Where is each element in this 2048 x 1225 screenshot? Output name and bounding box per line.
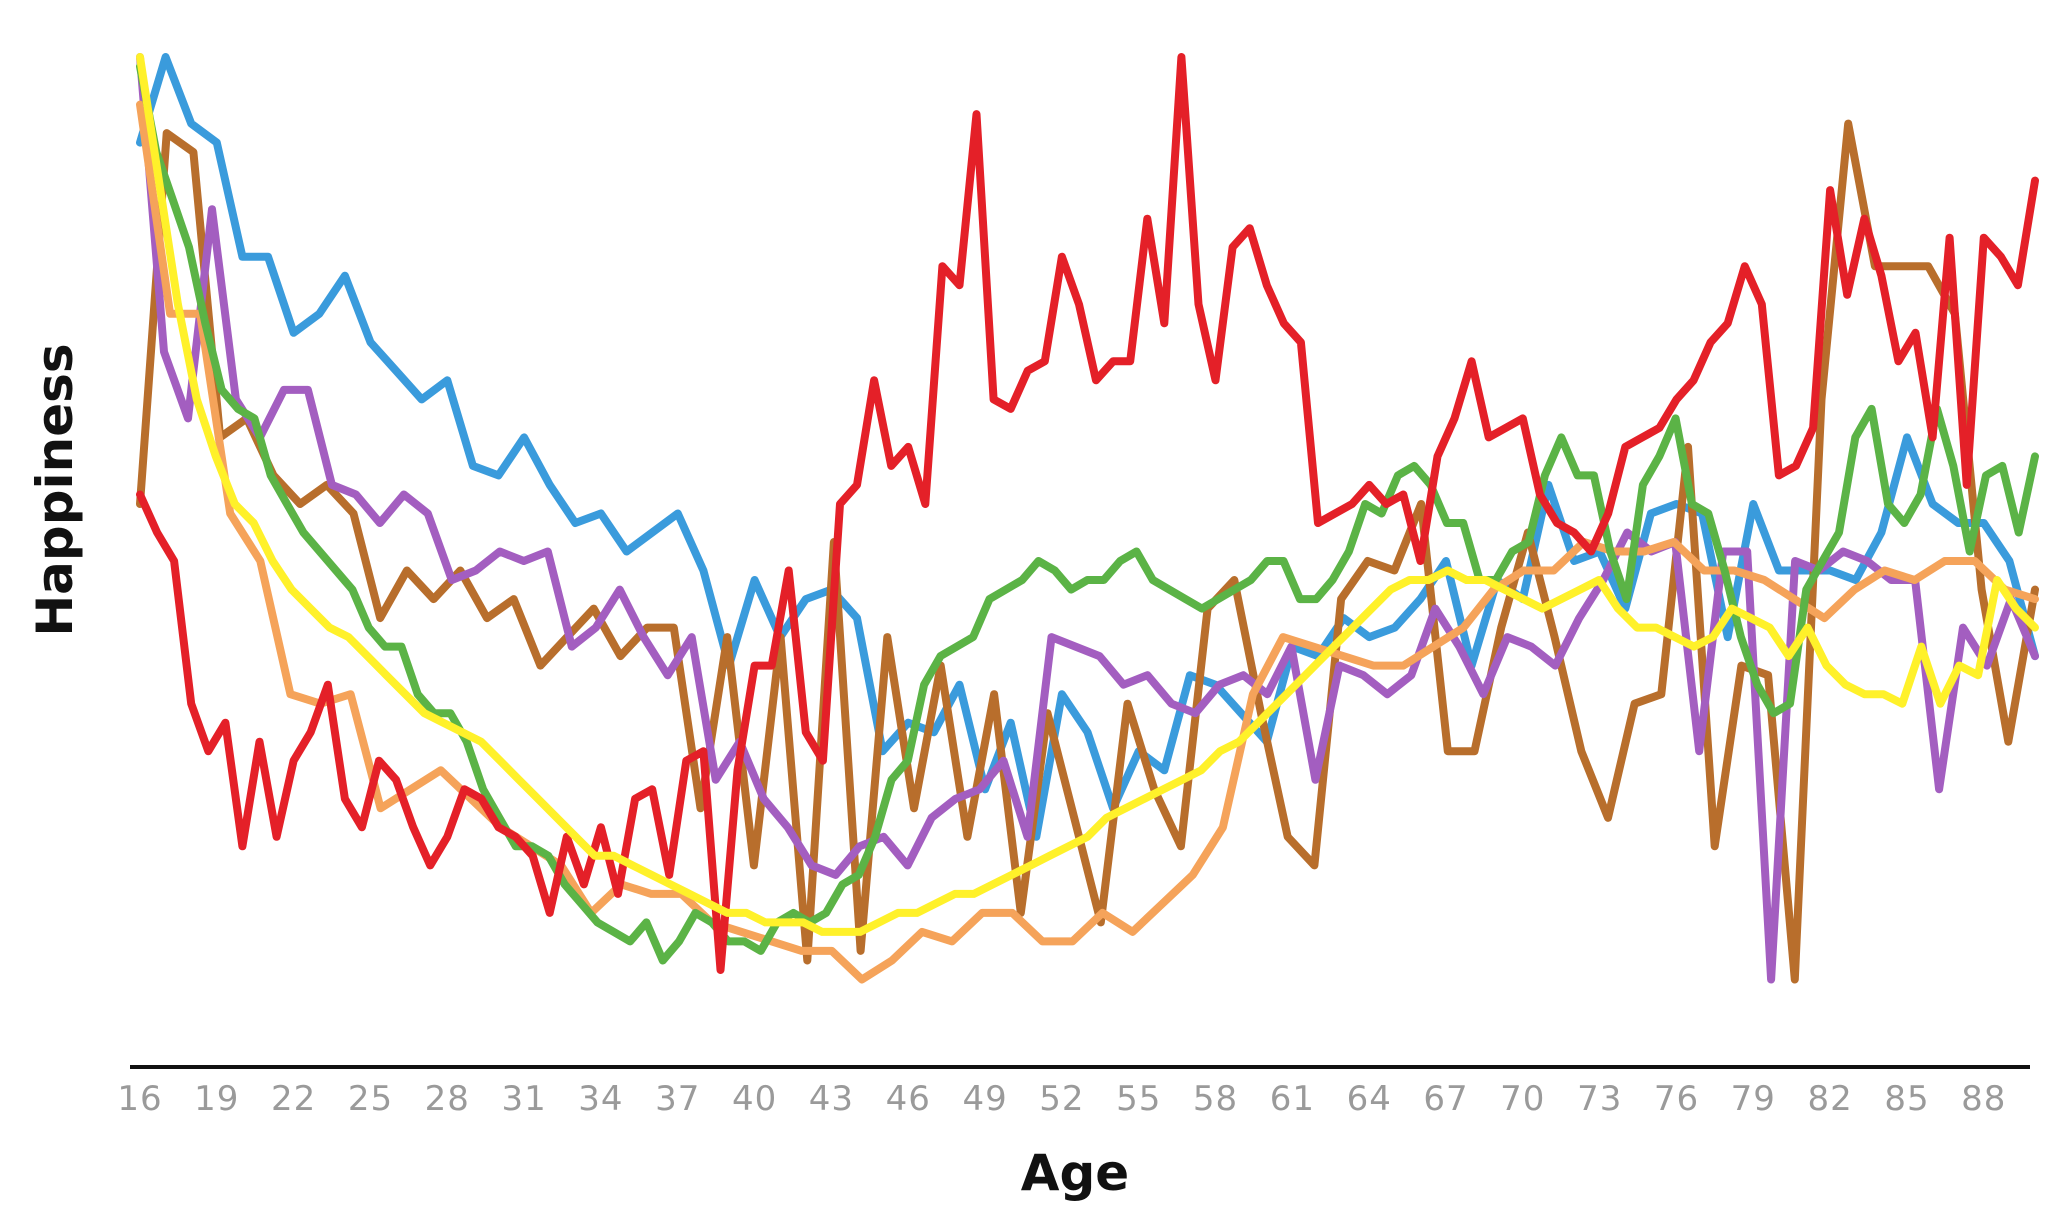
x-tick-label: 70 <box>1500 1079 1545 1119</box>
x-tick-label: 40 <box>732 1079 777 1119</box>
x-tick-label: 31 <box>501 1079 546 1119</box>
x-tick-label: 58 <box>1193 1079 1238 1119</box>
x-tick-label: 52 <box>1039 1079 1084 1119</box>
x-tick-label: 76 <box>1654 1079 1699 1119</box>
series-line-7 <box>136 53 2039 936</box>
x-tick-label: 25 <box>348 1079 393 1119</box>
x-tick-label: 28 <box>425 1079 470 1119</box>
x-tick-label: 49 <box>962 1079 1007 1119</box>
x-tick-label: 61 <box>1270 1079 1315 1119</box>
series-layer <box>136 53 2039 984</box>
series-line-1 <box>136 53 2039 841</box>
x-tick-label: 55 <box>1116 1079 1161 1119</box>
x-tick-label: 34 <box>578 1079 623 1119</box>
x-tick-label: 67 <box>1423 1079 1468 1119</box>
x-tick-label: 82 <box>1807 1079 1852 1119</box>
x-tick-label: 64 <box>1347 1079 1392 1119</box>
x-tick-label: 88 <box>1961 1079 2006 1119</box>
x-tick-label: 19 <box>194 1079 239 1119</box>
series-line-3 <box>136 53 2039 984</box>
x-tick-label: 43 <box>809 1079 854 1119</box>
x-tick-labels: 16 19 22 25 28 31 34 37 40 43 46 49 52 55 58 61 64 67 70 73… <box>117 1079 2006 1119</box>
x-tick-label: 37 <box>655 1079 700 1119</box>
x-axis-title: Age <box>1021 1144 1129 1202</box>
x-tick-label: 73 <box>1577 1079 1622 1119</box>
series-line-5 <box>136 62 2039 965</box>
x-tick-label: 46 <box>886 1079 931 1119</box>
series-line-6 <box>136 53 2039 974</box>
x-tick-label: 79 <box>1731 1079 1776 1119</box>
y-axis-title: Happiness <box>26 343 84 636</box>
series-line-4 <box>136 100 2039 984</box>
x-tick-label: 85 <box>1884 1079 1929 1119</box>
x-tick-label: 22 <box>271 1079 316 1119</box>
x-tick-label: 16 <box>117 1079 162 1119</box>
